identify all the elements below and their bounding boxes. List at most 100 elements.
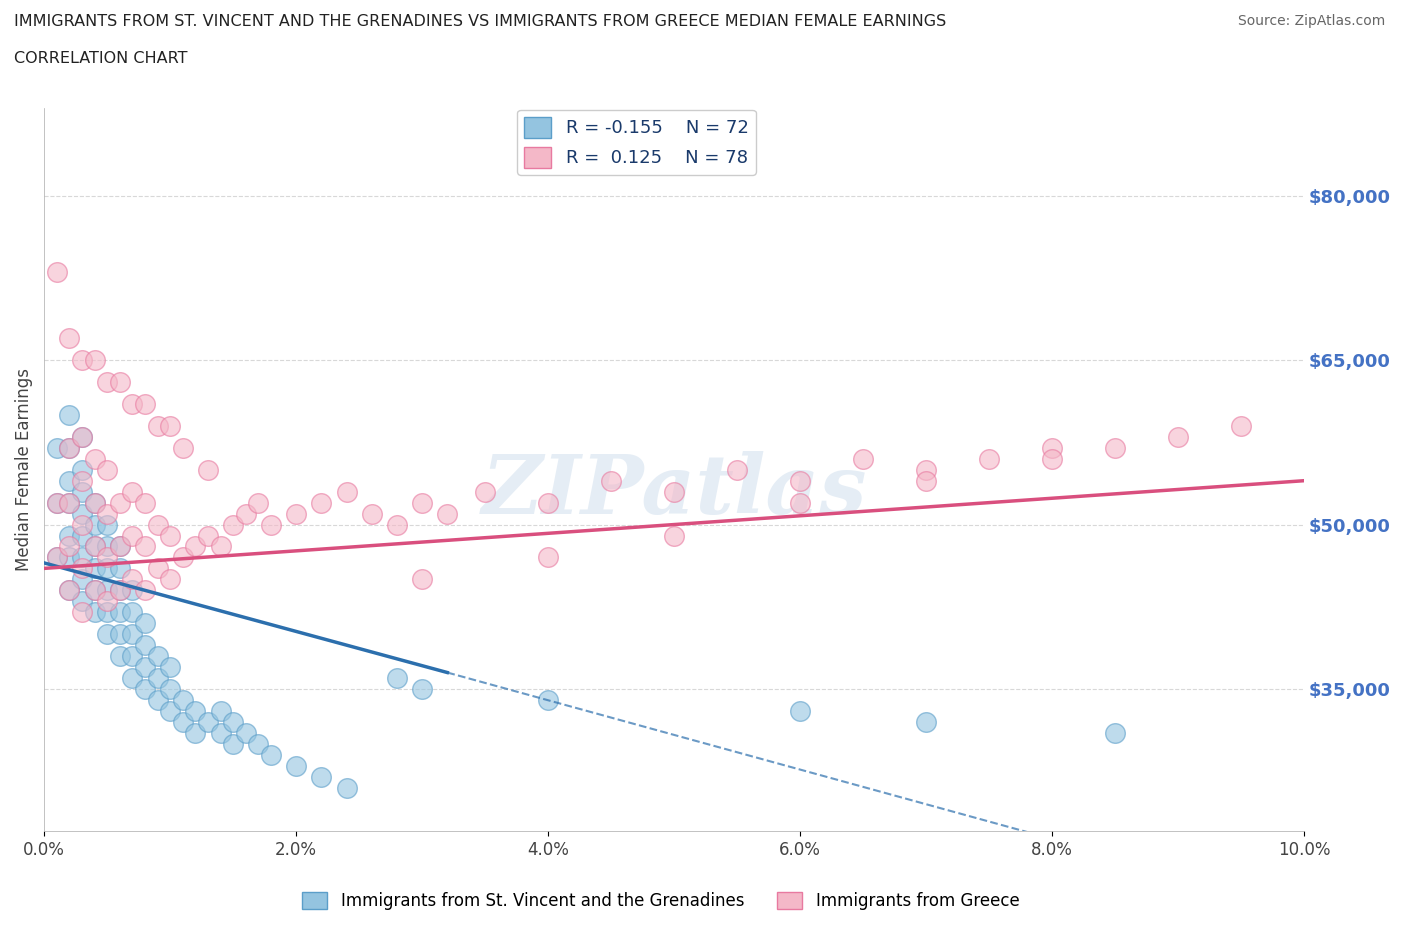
Point [70,572,93,587]
Point [58,495,80,510]
Point [70,517,93,532]
Point [96,594,118,609]
Text: ZIPatlas: ZIPatlas [481,451,868,531]
Point [45,550,67,565]
Point [159,703,181,718]
Point [58,331,80,346]
Point [915,473,938,488]
Point [121,528,143,543]
Point [134,539,156,554]
Point [70,430,93,445]
Point [58,407,80,422]
Point [83,517,105,532]
Point [1230,418,1253,433]
Point [83,561,105,576]
Point [58,441,80,456]
Point [537,495,560,510]
Point [121,604,143,619]
Point [789,473,811,488]
Point [222,714,245,729]
Point [134,682,156,697]
Point [108,604,131,619]
Point [96,375,118,390]
Text: CORRELATION CHART: CORRELATION CHART [14,51,187,66]
Point [222,737,245,751]
Point [172,714,194,729]
Point [411,495,433,510]
Point [172,550,194,565]
Point [70,594,93,609]
Point [159,659,181,674]
Point [83,583,105,598]
Point [172,441,194,456]
Point [134,495,156,510]
Point [83,604,105,619]
Point [260,748,283,763]
Point [108,539,131,554]
Point [108,583,131,598]
Point [247,495,270,510]
Point [600,473,623,488]
Point [96,462,118,477]
Point [70,430,93,445]
Point [134,616,156,631]
Point [96,539,118,554]
Point [83,451,105,466]
Point [108,648,131,663]
Point [121,627,143,642]
Point [235,725,257,740]
Point [209,539,232,554]
Point [1040,451,1063,466]
Legend: Immigrants from St. Vincent and the Grenadines, Immigrants from Greece: Immigrants from St. Vincent and the Gren… [295,885,1026,917]
Point [789,703,811,718]
Point [58,583,80,598]
Point [311,495,333,510]
Point [83,495,105,510]
Point [108,375,131,390]
Point [83,495,105,510]
Point [285,506,308,521]
Point [222,517,245,532]
Point [725,462,748,477]
Point [121,572,143,587]
Point [108,561,131,576]
Point [474,485,496,499]
Point [70,352,93,367]
Point [247,737,270,751]
Point [121,583,143,598]
Point [1167,430,1189,445]
Point [58,550,80,565]
Point [121,648,143,663]
Point [70,485,93,499]
Point [184,539,207,554]
Point [209,703,232,718]
Point [537,550,560,565]
Point [411,682,433,697]
Point [979,451,1001,466]
Point [285,758,308,773]
Point [915,462,938,477]
Point [335,485,357,499]
Point [385,671,408,685]
Point [260,517,283,532]
Point [915,714,938,729]
Point [70,473,93,488]
Point [96,583,118,598]
Point [311,769,333,784]
Point [45,265,67,280]
Point [108,583,131,598]
Point [146,517,169,532]
Point [411,572,433,587]
Point [45,550,67,565]
Point [108,495,131,510]
Point [96,561,118,576]
Point [70,561,93,576]
Point [436,506,458,521]
Point [96,550,118,565]
Point [58,473,80,488]
Point [235,506,257,521]
Point [209,725,232,740]
Point [58,528,80,543]
Point [1104,725,1126,740]
Point [70,462,93,477]
